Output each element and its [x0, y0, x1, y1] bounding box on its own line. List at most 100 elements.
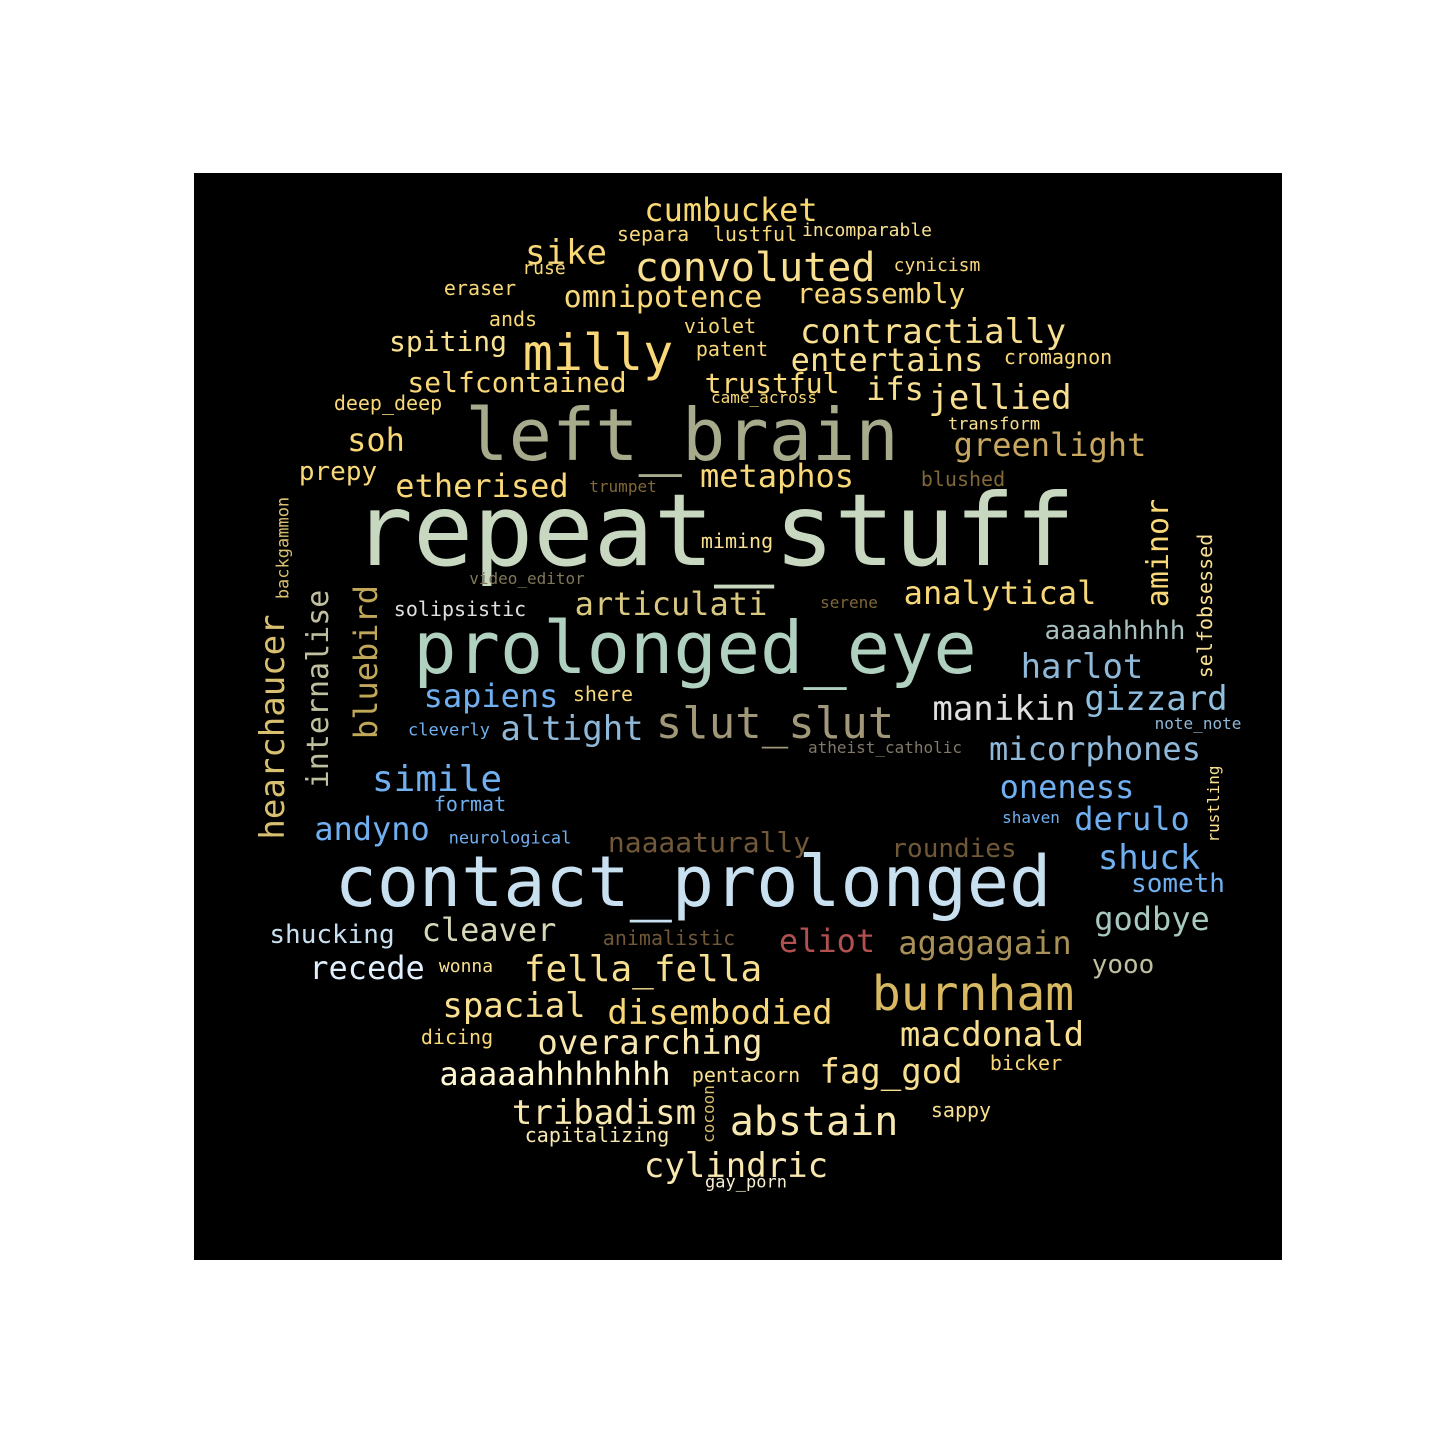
word: micorphones — [989, 730, 1201, 768]
word: prolonged_eye — [413, 606, 977, 690]
word-vertical: cocoon — [699, 1085, 718, 1143]
word: patent — [695, 337, 769, 361]
word: note_note — [1154, 714, 1242, 733]
word: left_brain — [465, 393, 899, 477]
word: eraser — [443, 276, 517, 300]
word: capitalizing — [524, 1123, 670, 1147]
word: manikin — [932, 689, 1076, 729]
word: dicing — [420, 1025, 494, 1049]
word: trustful — [704, 367, 840, 400]
word: omnipotence — [563, 280, 763, 315]
word: separa — [616, 222, 690, 246]
word: convoluted — [634, 245, 876, 291]
word: eliot — [778, 922, 876, 960]
word-vertical: hearchaucer — [253, 614, 293, 840]
word: simile — [371, 759, 503, 800]
word: someth — [1131, 869, 1225, 899]
word: sappy — [930, 1098, 992, 1122]
word: shuck — [1097, 838, 1201, 878]
word: atheist_catholic — [807, 738, 963, 757]
word: oneness — [999, 768, 1135, 806]
word: entertains — [790, 341, 984, 379]
word: cromagnon — [1003, 345, 1113, 369]
word: yooo — [1091, 950, 1155, 980]
word: pentacorn — [691, 1063, 801, 1087]
word: spacial — [442, 986, 586, 1026]
word: macdonald — [899, 1015, 1085, 1055]
word-vertical: selfobsessed — [1193, 533, 1217, 679]
word-vertical: backgammon — [273, 496, 294, 600]
word: contractially — [799, 312, 1067, 352]
word: harlot — [1020, 647, 1144, 687]
word-vertical: aminor — [1141, 498, 1176, 608]
word: contact_prolonged — [334, 841, 1052, 923]
word: metaphos — [699, 457, 855, 495]
word: analytical — [903, 574, 1097, 612]
word: milly — [522, 324, 674, 382]
word: ands — [488, 307, 538, 331]
word: blushed — [920, 467, 1006, 491]
word: cleverly — [408, 720, 490, 741]
word: aaaaahhhhhhh — [439, 1055, 671, 1093]
word: disembodied — [607, 993, 833, 1033]
word: transform — [947, 414, 1041, 435]
word: serene — [820, 593, 878, 612]
word: bicker — [989, 1051, 1063, 1075]
word: sike — [525, 233, 607, 273]
word: recede — [309, 949, 425, 987]
word: lustful — [712, 222, 798, 246]
word: trumpet — [589, 477, 657, 496]
word: ruse — [522, 258, 566, 279]
word: fag_god — [819, 1052, 963, 1092]
word-cloud: repeat_stuff contact_prolonged prolonged… — [194, 173, 1282, 1260]
word: miming — [700, 529, 774, 553]
word: wonna — [438, 956, 494, 977]
word: gay_porn — [705, 1172, 787, 1193]
word: aaaahhhhh — [1044, 616, 1186, 646]
word: sapiens — [423, 677, 559, 715]
word: cumbucket — [644, 191, 818, 229]
word: ifs — [866, 370, 924, 408]
word: gizzard — [1084, 679, 1228, 719]
word: altight — [500, 709, 644, 749]
word: selfcontained — [407, 366, 627, 399]
word: shaven — [1002, 808, 1060, 827]
word: jellied — [928, 378, 1072, 418]
word: slut_slut — [655, 698, 895, 749]
word: articulati — [574, 585, 768, 623]
word: cynicism — [893, 255, 981, 276]
word: cleaver — [421, 911, 557, 949]
word: derulo — [1074, 800, 1190, 838]
word: shere — [572, 682, 634, 706]
word: deep_deep — [333, 391, 443, 415]
word-vertical: internalise — [301, 589, 336, 789]
word: burnham — [871, 966, 1075, 1022]
word: neurological — [448, 828, 572, 849]
word: greenlight — [953, 426, 1147, 464]
word: video_editor — [469, 569, 585, 588]
word: incomparable — [801, 220, 933, 241]
word: tribadism — [511, 1093, 697, 1133]
word: shucking — [269, 920, 395, 950]
word: abstain — [729, 1099, 899, 1145]
word: violet — [683, 314, 757, 338]
word: soh — [347, 421, 405, 459]
word: fella_fella — [523, 949, 763, 990]
word: format — [433, 792, 507, 816]
word-vertical: rustling — [1204, 765, 1223, 843]
word: etherised — [395, 467, 569, 505]
word: came_across — [711, 388, 817, 407]
word: spiting — [388, 325, 508, 358]
word: repeat_stuff — [352, 472, 1076, 589]
word-vertical: bluebird — [347, 584, 385, 740]
word: godbye — [1094, 900, 1210, 938]
word: prepy — [298, 457, 378, 487]
word: naaaaturally — [607, 826, 811, 859]
word: solipsistic — [393, 597, 527, 621]
word: agagagain — [898, 924, 1072, 962]
word: andyno — [314, 810, 430, 848]
word: overarching — [537, 1023, 763, 1063]
word: animalistic — [602, 926, 736, 950]
word: roundies — [891, 834, 1017, 864]
word: cylindric — [643, 1146, 829, 1186]
